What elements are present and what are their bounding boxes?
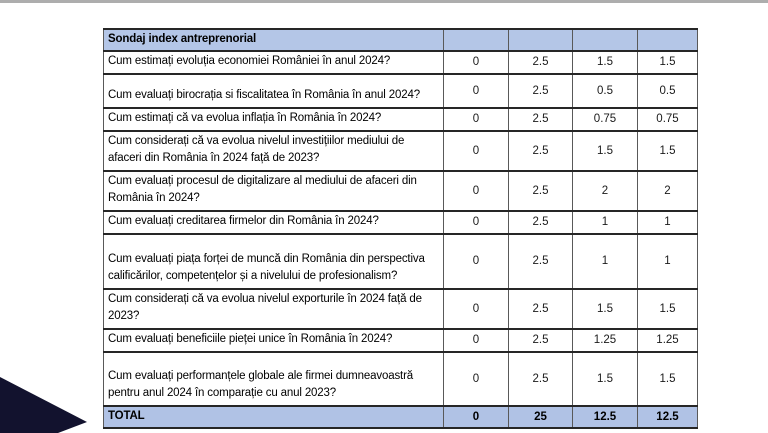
table-row: Cum evaluați performanțele globale ale f… xyxy=(103,351,698,407)
value-cell: 1 xyxy=(572,233,638,290)
table-title: Sondaj index antreprenorial xyxy=(103,28,444,52)
value-cell: 0 xyxy=(443,50,509,75)
value-cell: 0 xyxy=(443,351,509,407)
total-row: TOTAL 0 25 12.5 12.5 xyxy=(103,405,698,429)
value-cell: 2.5 xyxy=(508,73,573,109)
value-cell: 1.5 xyxy=(637,130,698,172)
top-bar-divider xyxy=(0,0,768,3)
value-cell: 0.5 xyxy=(572,73,638,109)
value-cell: 1.5 xyxy=(637,351,698,407)
value-cell: 1.25 xyxy=(572,328,638,353)
value-cell: 2.5 xyxy=(508,233,573,290)
value-cell: 2.5 xyxy=(508,351,573,407)
corner-triangle-decoration xyxy=(0,377,87,433)
value-cell: 1 xyxy=(572,210,638,235)
total-value-cell: 25 xyxy=(508,405,573,429)
value-cell: 0 xyxy=(443,233,509,290)
value-cell: 2.5 xyxy=(508,170,573,212)
value-cell: 1.25 xyxy=(637,328,698,353)
value-cell: 0 xyxy=(443,288,509,330)
total-label: TOTAL xyxy=(103,405,444,429)
question-cell: Cum evaluați beneficiile pieței unice în… xyxy=(103,328,444,353)
value-cell: 0 xyxy=(443,210,509,235)
question-cell: Cum considerați că va evolua nivelul exp… xyxy=(103,288,444,330)
table-row: Cum considerați că va evolua nivelul inv… xyxy=(103,130,698,172)
table-row: Cum considerați că va evolua nivelul exp… xyxy=(103,288,698,330)
question-cell: Cum evaluați procesul de digitalizare al… xyxy=(103,170,444,212)
table-row: Cum estimați că va evolua inflația în Ro… xyxy=(103,107,698,132)
table-header-row: Sondaj index antreprenorial xyxy=(103,28,698,52)
header-value-cell xyxy=(443,28,509,52)
total-value-cell: 12.5 xyxy=(572,405,638,429)
table-row: Cum evaluați beneficiile pieței unice în… xyxy=(103,328,698,353)
value-cell: 1.5 xyxy=(572,50,638,75)
value-cell: 2.5 xyxy=(508,288,573,330)
total-value-cell: 12.5 xyxy=(637,405,698,429)
value-cell: 0 xyxy=(443,73,509,109)
value-cell: 2.5 xyxy=(508,210,573,235)
question-cell: Cum evaluați piața forței de muncă din R… xyxy=(103,233,444,290)
value-cell: 2.5 xyxy=(508,50,573,75)
value-cell: 2 xyxy=(637,170,698,212)
value-cell: 2.5 xyxy=(508,130,573,172)
question-cell: Cum estimați că va evolua inflația în Ro… xyxy=(103,107,444,132)
value-cell: 1 xyxy=(637,233,698,290)
table-row: Cum evaluați birocrația si fiscalitatea … xyxy=(103,73,698,109)
question-cell: Cum evaluați creditarea firmelor din Rom… xyxy=(103,210,444,235)
value-cell: 1.5 xyxy=(572,351,638,407)
header-value-cell xyxy=(508,28,573,52)
value-cell: 2.5 xyxy=(508,107,573,132)
table-row: Cum estimați evoluția economiei României… xyxy=(103,50,698,75)
value-cell: 0 xyxy=(443,328,509,353)
value-cell: 0.5 xyxy=(637,73,698,109)
value-cell: 0 xyxy=(443,170,509,212)
value-cell: 1.5 xyxy=(637,288,698,330)
value-cell: 1.5 xyxy=(637,50,698,75)
value-cell: 0 xyxy=(443,107,509,132)
value-cell: 1 xyxy=(637,210,698,235)
value-cell: 1.5 xyxy=(572,288,638,330)
table-row: Cum evaluați procesul de digitalizare al… xyxy=(103,170,698,212)
question-cell: Cum estimați evoluția economiei României… xyxy=(103,50,444,75)
table-row: Cum evaluați creditarea firmelor din Rom… xyxy=(103,210,698,235)
value-cell: 2 xyxy=(572,170,638,212)
question-cell: Cum evaluați birocrația si fiscalitatea … xyxy=(103,73,444,109)
question-cell: Cum considerați că va evolua nivelul inv… xyxy=(103,130,444,172)
value-cell: 1.5 xyxy=(572,130,638,172)
total-value-cell: 0 xyxy=(443,405,509,429)
header-value-cell xyxy=(637,28,698,52)
value-cell: 0 xyxy=(443,130,509,172)
table-row: Cum evaluați piața forței de muncă din R… xyxy=(103,233,698,290)
value-cell: 2.5 xyxy=(508,328,573,353)
value-cell: 0.75 xyxy=(572,107,638,132)
question-cell: Cum evaluați performanțele globale ale f… xyxy=(103,351,444,407)
header-value-cell xyxy=(572,28,638,52)
value-cell: 0.75 xyxy=(637,107,698,132)
survey-table: Sondaj index antreprenorial Cum estimați… xyxy=(103,28,698,429)
